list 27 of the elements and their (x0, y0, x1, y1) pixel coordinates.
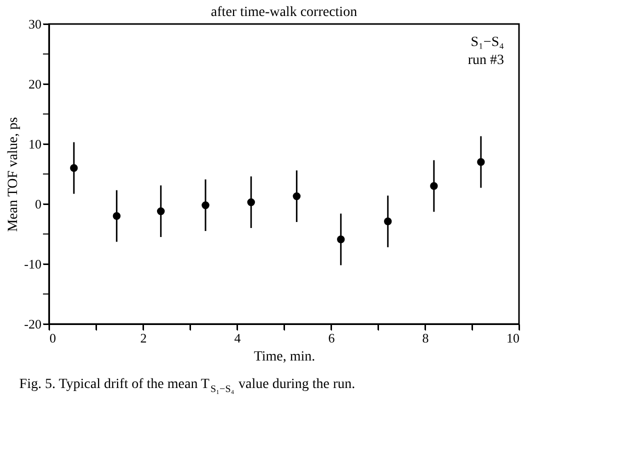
point (112, 212, 121, 220)
x-tick-label: 4 (234, 330, 242, 346)
x-tick-label: 10 (506, 330, 520, 346)
y-tick-label: -20 (24, 316, 42, 332)
y-tick-label: -10 (24, 256, 42, 272)
y-tick-label: 0 (35, 196, 42, 212)
y-tick-label: 20 (28, 76, 42, 92)
x-tick-label: 8 (422, 330, 429, 346)
x-tick-label: 0 (50, 330, 56, 346)
x-axis-title: Time, min. (254, 350, 316, 364)
y-tick-label: 30 (28, 16, 42, 32)
point (156, 207, 165, 216)
point (202, 201, 210, 210)
point (430, 182, 438, 190)
point (336, 236, 345, 244)
annotation: run #3 (468, 53, 504, 68)
y-tick-label: 10 (28, 136, 42, 152)
y-axis-title: Mean TOF value, ps (6, 117, 22, 232)
x-tick-label: 2 (140, 330, 147, 346)
point (247, 198, 255, 206)
point (292, 192, 301, 200)
annotation: S₁−S₄ (470, 35, 504, 50)
point (384, 218, 392, 226)
text: after time-walk correction (210, 5, 358, 20)
x-tick-label: 6 (328, 330, 336, 346)
point (70, 164, 78, 172)
point (477, 158, 485, 166)
